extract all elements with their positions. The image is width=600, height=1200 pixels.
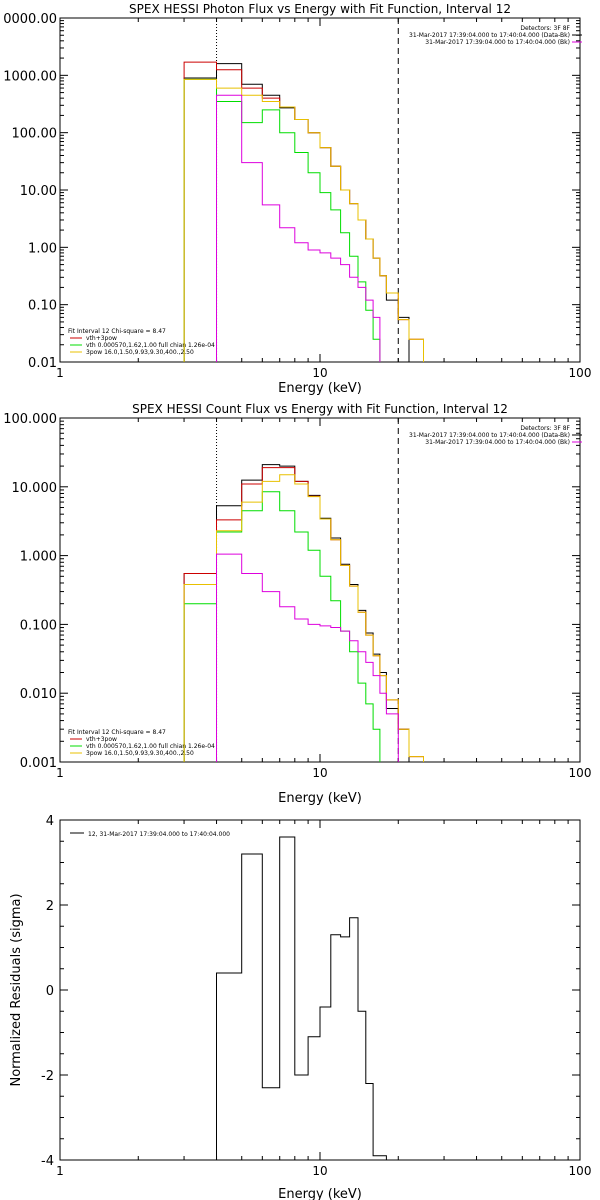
count-flux-y-tick-label: 100.000 (3, 412, 57, 427)
residuals-y-tick-label: 0 (46, 984, 54, 999)
count-flux-xlabel: Energy (keV) (278, 791, 362, 806)
photon-flux-y-tick-label: 0.10 (28, 299, 57, 314)
count-flux-y-tick-label: 1.000 (20, 550, 57, 565)
count-flux-x-tick-label: 1 (56, 766, 64, 780)
photon-flux-legend-vth: vth 0.000570,1.62,1.00 full chian 1.26e-… (86, 342, 215, 349)
photon-flux-y-tick-label: 0000.00 (3, 12, 57, 27)
residuals-x-tick-label: 1 (56, 1164, 64, 1178)
photon-flux-legend-data: 31-Mar-2017 17:39:04.000 to 17:40:04.000… (409, 32, 570, 39)
residuals-x-tick-label: 10 (312, 1164, 327, 1178)
count-flux-legend-fit: Fit Interval 12 Chi-square = 8.47 (68, 729, 166, 736)
count-flux-series-4 (216, 553, 399, 762)
photon-flux-y-tick-label: 1000.00 (3, 69, 57, 84)
photon-flux-title: SPEX HESSI Photon Flux vs Energy with Fi… (129, 2, 511, 16)
residuals-legend-interval: 12, 31-Mar-2017 17:39:04.000 to 17:40:04… (88, 831, 230, 838)
residuals-y-tick-label: 2 (46, 899, 54, 914)
residuals-panel: Energy (keV) Normalized Residuals (sigma… (9, 814, 591, 1200)
photon-flux-legend-3pow: 3pow 16.0,1.50,9.93,9.30,400.,2.50 (86, 349, 194, 356)
photon-flux-panel: SPEX HESSI Photon Flux vs Energy with Fi… (3, 2, 591, 396)
count-flux-y-tick-label: 10.000 (12, 481, 58, 496)
count-flux-y-tick-label: 0.100 (20, 618, 57, 633)
photon-flux-xlabel: Energy (keV) (278, 381, 362, 396)
photon-flux-y-tick-label: 100.00 (12, 127, 58, 142)
count-flux-legend-vth: vth 0.000570,1.62,1.00 full chian 1.26e-… (86, 743, 215, 750)
count-flux-series-2 (183, 491, 381, 762)
count-flux-series-0 (183, 464, 410, 762)
residuals-x-tick-label: 100 (569, 1164, 592, 1178)
photon-flux-x-tick-label: 10 (312, 366, 327, 380)
count-flux-legend-detectors: Detectors: 3F 8F (520, 425, 570, 432)
count-flux-y-tick-label: 0.001 (20, 756, 57, 771)
residuals-ylabel: Normalized Residuals (sigma) (9, 893, 24, 1086)
photon-flux-y-tick-label: 1.00 (28, 241, 57, 256)
count-flux-x-tick-label: 10 (312, 766, 327, 780)
count-flux-legend-3pow: 3pow 16.0,1.50,9.93,9.30,400.,2.50 (86, 750, 194, 757)
residuals-axes-frame (59, 819, 581, 1161)
photon-flux-legend-detectors: Detectors: 3F 8F (520, 25, 570, 32)
count-flux-legend-model: vth+3pow (86, 736, 117, 743)
residuals-series-0 (216, 836, 387, 1160)
photon-flux-series-1 (183, 61, 424, 362)
photon-flux-x-tick-label: 100 (569, 366, 592, 380)
count-flux-x-tick-label: 100 (569, 766, 592, 780)
photon-flux-series-4 (216, 94, 381, 362)
photon-flux-legend-fit: Fit Interval 12 Chi-square = 8.47 (68, 328, 166, 335)
count-flux-y-tick-label: 0.010 (20, 687, 57, 702)
count-flux-axes-frame (59, 417, 581, 763)
count-flux-series-1 (183, 467, 424, 762)
photon-flux-y-tick-label: 0.01 (28, 356, 57, 371)
count-flux-series-3 (183, 474, 424, 762)
photon-flux-y-tick-label: 10.00 (20, 184, 57, 199)
count-flux-legend-bk: 31-Mar-2017 17:39:04.000 to 17:40:04.000… (425, 439, 570, 446)
photon-flux-series-2 (183, 78, 381, 362)
photon-flux-x-tick-label: 1 (56, 366, 64, 380)
residuals-y-tick-label: -2 (41, 1069, 54, 1084)
photon-flux-series-3 (183, 78, 424, 362)
count-flux-panel: SPEX HESSI Count Flux vs Energy with Fit… (3, 402, 591, 806)
photon-flux-legend-bk: 31-Mar-2017 17:39:04.000 to 17:40:04.000… (425, 39, 570, 46)
residuals-y-tick-label: 4 (46, 814, 54, 829)
count-flux-title: SPEX HESSI Count Flux vs Energy with Fit… (132, 402, 508, 416)
count-flux-legend-data: 31-Mar-2017 17:39:04.000 to 17:40:04.000… (409, 432, 570, 439)
photon-flux-legend-model: vth+3pow (86, 335, 117, 342)
residuals-xlabel: Energy (keV) (278, 1187, 362, 1200)
residuals-y-tick-label: -4 (41, 1154, 54, 1169)
